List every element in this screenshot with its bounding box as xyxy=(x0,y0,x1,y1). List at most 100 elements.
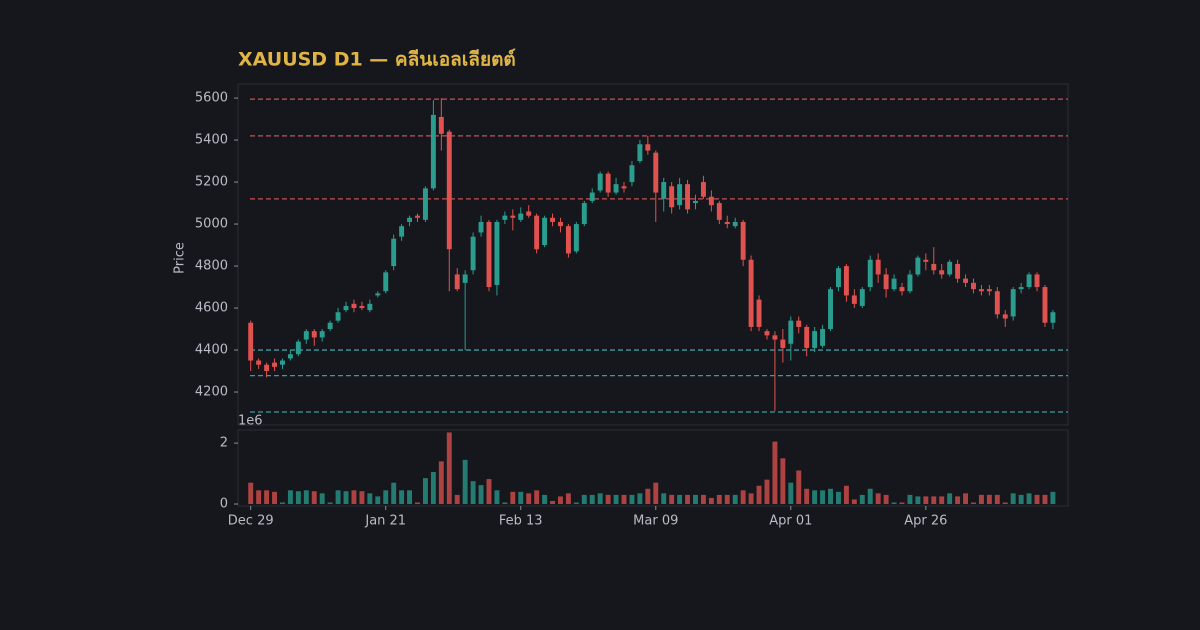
candle-body xyxy=(748,259,754,327)
volume-bar xyxy=(327,502,333,505)
volume-bar xyxy=(772,441,778,505)
candle-body xyxy=(359,305,365,309)
candle-body xyxy=(700,182,706,197)
candle-body xyxy=(1050,312,1056,323)
candle-body xyxy=(256,360,262,365)
volume-bar xyxy=(923,496,929,505)
candle-body xyxy=(835,268,841,288)
volume-bar xyxy=(835,491,841,505)
volume-bar xyxy=(518,491,524,505)
x-tick-label: Apr 26 xyxy=(904,514,947,529)
candle-body xyxy=(812,331,818,348)
volume-bar xyxy=(1018,494,1024,505)
volume-bar xyxy=(1026,493,1032,505)
candle-body xyxy=(867,259,873,288)
volume-bar xyxy=(287,490,293,505)
candle-body xyxy=(407,217,413,222)
candle-body xyxy=(494,221,500,285)
volume-bar xyxy=(280,502,285,505)
candle-body xyxy=(947,261,953,275)
volume-bar xyxy=(764,479,770,505)
volume-bar xyxy=(780,458,786,505)
candle-body xyxy=(295,341,301,355)
candle-body xyxy=(772,335,778,340)
candle-body xyxy=(820,329,826,346)
volume-bar xyxy=(899,502,905,505)
candle-body xyxy=(693,200,698,204)
volume-bar xyxy=(446,432,452,505)
candle-body xyxy=(740,221,746,260)
candle-body xyxy=(764,331,770,336)
volume-bar xyxy=(947,493,953,505)
candle-body xyxy=(939,270,945,275)
candle-body xyxy=(430,114,436,189)
candle-body xyxy=(923,259,929,262)
candle-body xyxy=(859,289,865,306)
candle-body xyxy=(804,326,810,348)
volume-bar xyxy=(565,493,571,505)
candle-body xyxy=(518,213,524,220)
volume-bar xyxy=(748,493,754,505)
candle-body xyxy=(422,188,428,220)
candle-body xyxy=(327,322,333,330)
volume-bar xyxy=(994,494,1000,505)
x-tick-label: Dec 29 xyxy=(228,514,274,529)
volume-bar xyxy=(907,494,913,505)
candle-body xyxy=(613,184,619,193)
volume-bar xyxy=(637,493,643,505)
candle-body xyxy=(438,116,444,134)
y-tick-label: 5200 xyxy=(195,175,228,190)
volume-bar xyxy=(1034,494,1040,505)
volume-bar xyxy=(494,490,500,505)
candle-body xyxy=(343,305,349,311)
candle-body xyxy=(565,226,571,254)
volume-bar xyxy=(621,494,627,505)
volume-bar xyxy=(716,494,722,505)
volume-bar xyxy=(272,491,277,505)
volume-bar xyxy=(756,485,762,505)
volume-bar xyxy=(534,490,540,505)
volume-bar xyxy=(542,494,548,505)
candle-body xyxy=(589,192,595,201)
candle-body xyxy=(986,289,992,292)
volume-bar xyxy=(685,494,691,505)
volume-bar xyxy=(502,502,508,505)
x-tick-label: Apr 01 xyxy=(769,514,812,529)
x-tick-label: Jan 21 xyxy=(364,514,406,529)
candle-body xyxy=(907,274,913,292)
candle-body xyxy=(915,257,921,275)
candle-body xyxy=(621,186,627,189)
volume-bar xyxy=(462,459,468,505)
volume-bar xyxy=(1042,494,1048,505)
candle-body xyxy=(724,221,730,225)
volume-bar xyxy=(335,490,341,505)
volume-bar xyxy=(875,493,881,505)
volume-bar xyxy=(359,491,365,505)
y-tick-label: 5000 xyxy=(195,217,228,232)
candle-body xyxy=(486,221,492,288)
volume-bar xyxy=(645,488,651,505)
volume-bar xyxy=(597,493,603,505)
candle-body xyxy=(478,221,484,233)
volume-bar xyxy=(367,493,373,505)
candle-body xyxy=(264,364,270,372)
volume-bar xyxy=(391,482,397,505)
volume-bar xyxy=(669,494,675,505)
volume-bar xyxy=(963,493,969,505)
volume-bar xyxy=(383,490,389,505)
volume-bar xyxy=(843,485,849,505)
candle-body xyxy=(963,278,969,283)
volume-bar xyxy=(1002,502,1008,505)
volume-bar xyxy=(407,490,413,505)
volume-bar xyxy=(915,496,921,505)
x-tick-label: Feb 13 xyxy=(499,514,543,529)
candle-body xyxy=(978,289,984,292)
candle-body xyxy=(780,339,786,348)
candle-body xyxy=(1010,289,1016,317)
candle-body xyxy=(272,362,277,367)
candle-body xyxy=(732,221,738,227)
volume-bar xyxy=(971,502,976,505)
volume-bar xyxy=(986,494,992,505)
volume-bar xyxy=(820,490,826,505)
volume-bar xyxy=(581,494,587,505)
